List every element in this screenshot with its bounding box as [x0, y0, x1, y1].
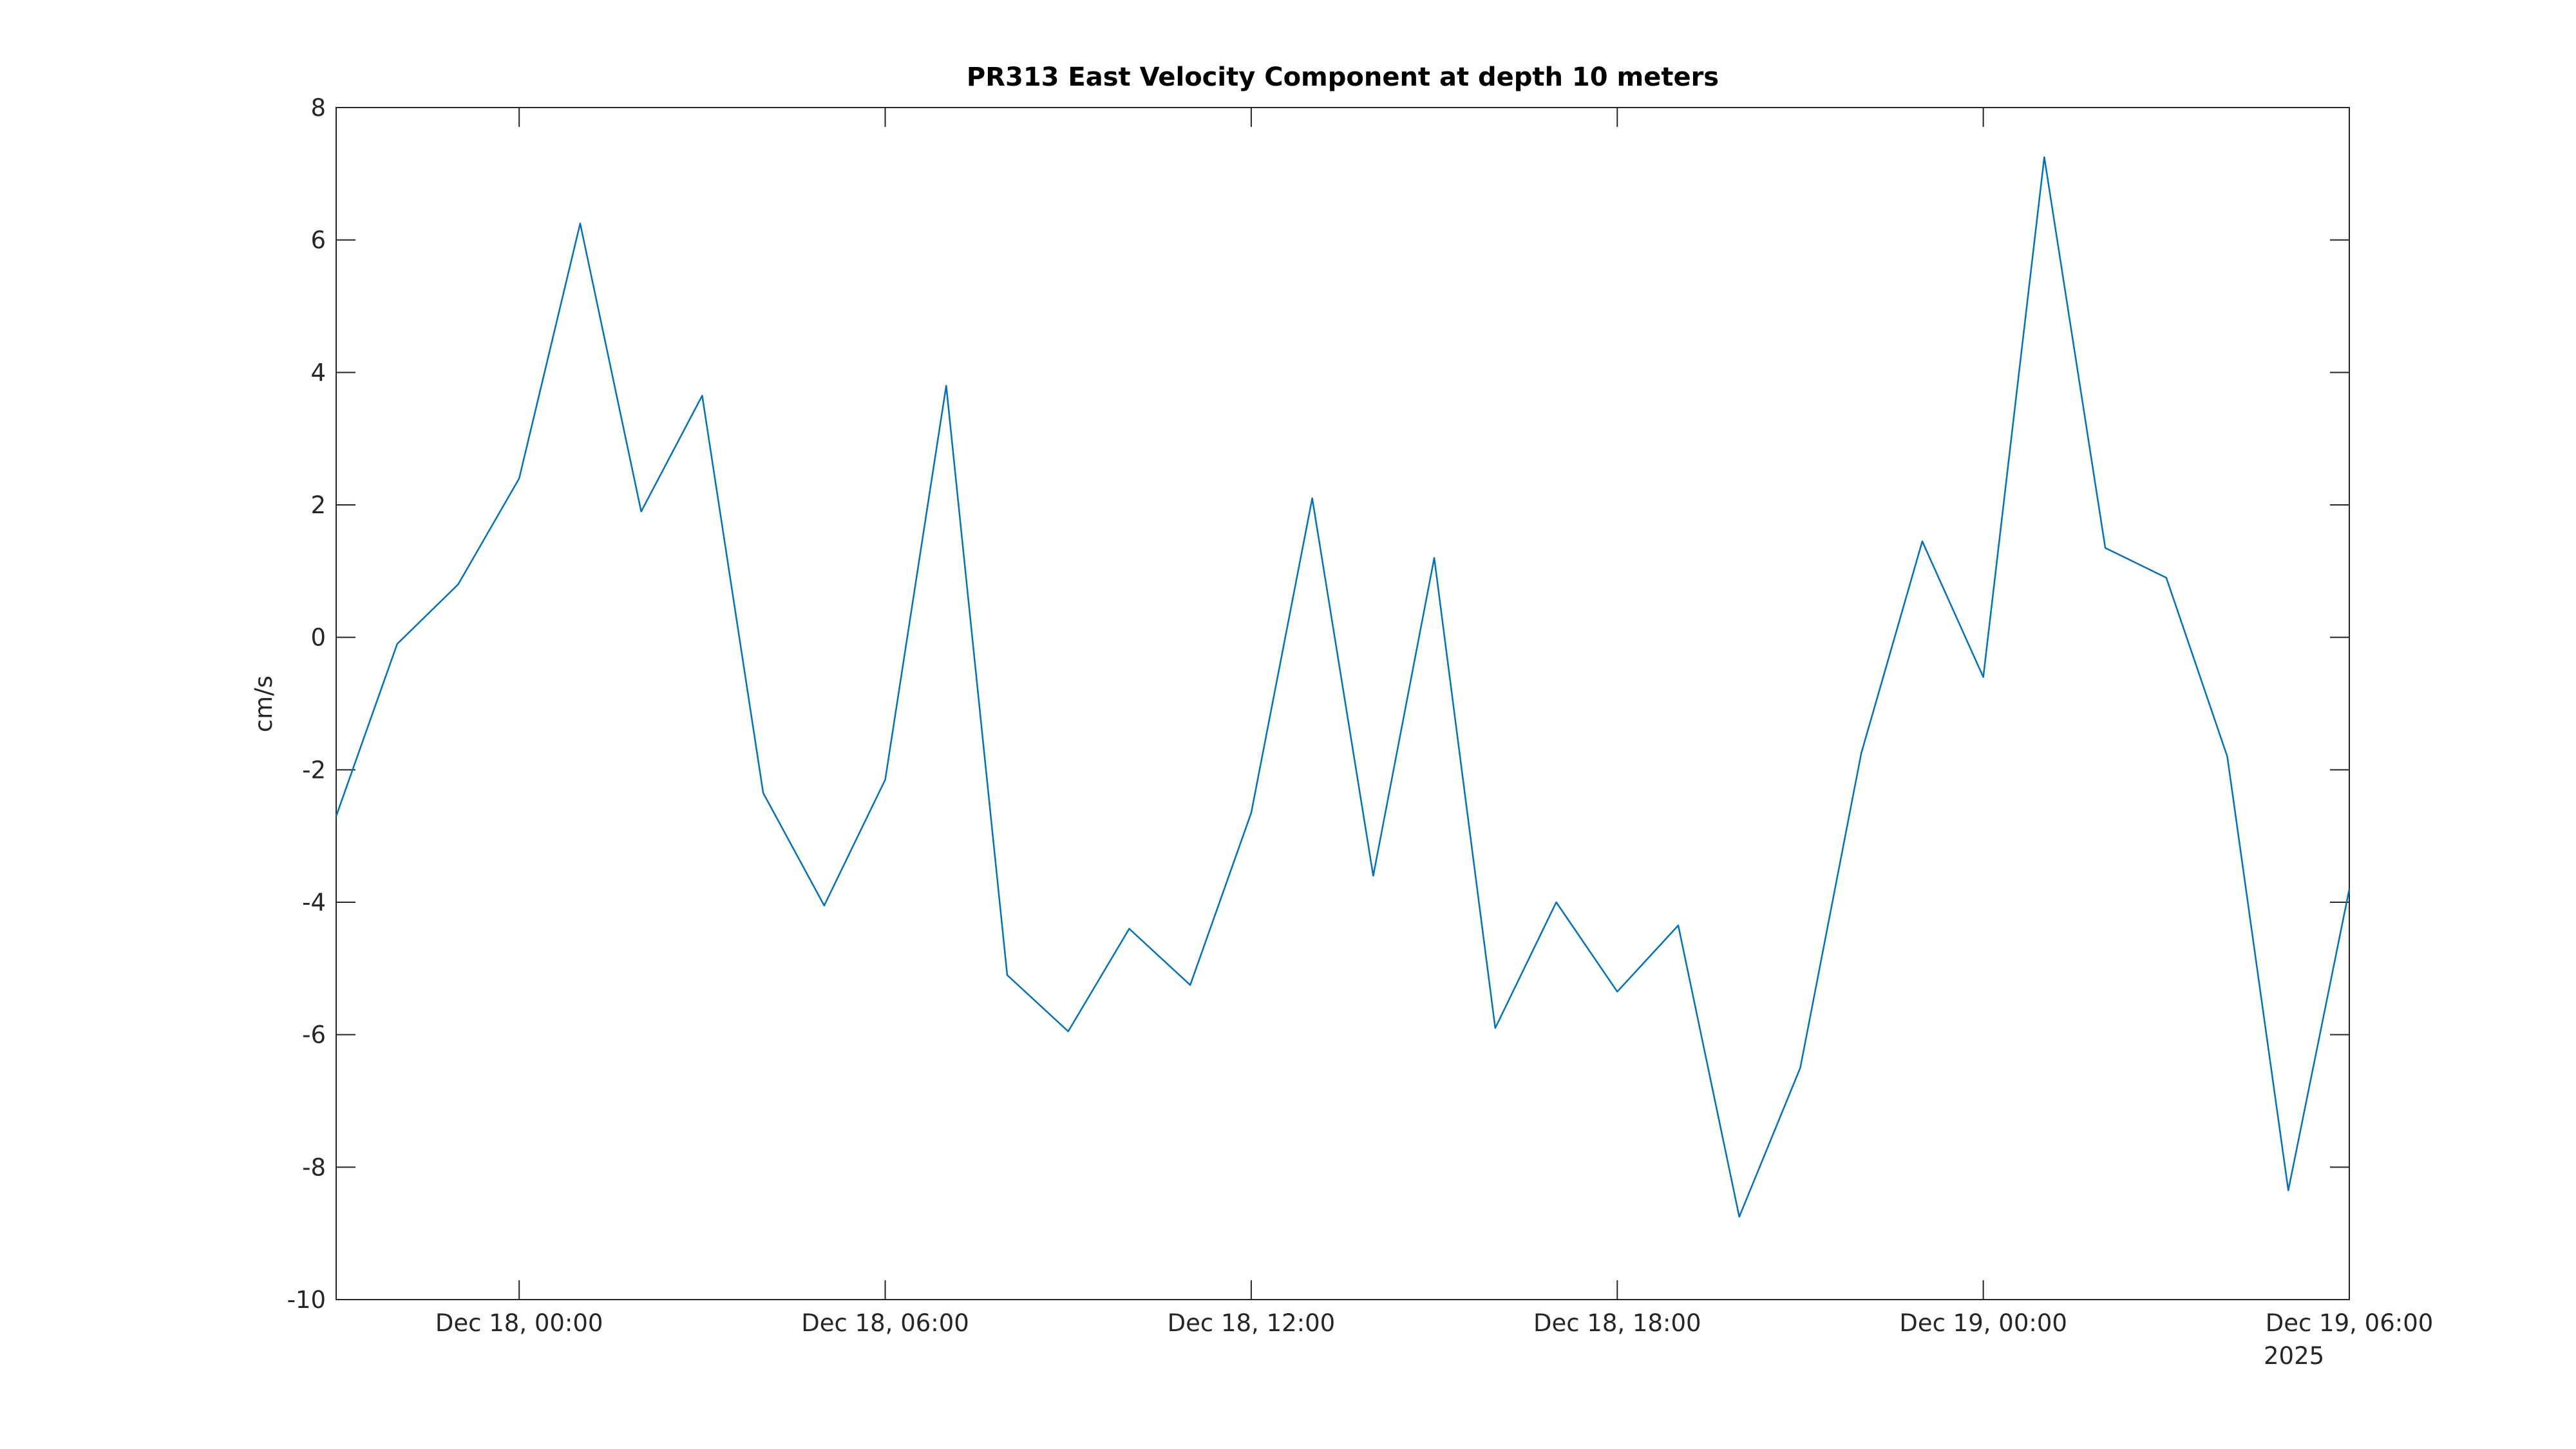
- y-tick-label: 8: [310, 94, 326, 122]
- data-line: [335, 156, 2351, 1218]
- y-tick-label: 2: [310, 491, 326, 519]
- y-tick-label: -4: [302, 889, 326, 916]
- x-tick-label: Dec 18, 12:00: [1168, 1309, 1336, 1337]
- x-year-label: 2025: [2264, 1342, 2324, 1370]
- y-axis-label: cm/s: [250, 676, 278, 732]
- y-tick-label: -6: [302, 1021, 326, 1049]
- y-tick-label: -2: [302, 756, 326, 784]
- plot-area: [336, 107, 2350, 1300]
- x-tick-label: Dec 19, 06:00: [2266, 1309, 2434, 1337]
- chart-title: PR313 East Velocity Component at depth 1…: [967, 62, 1719, 92]
- y-tick-label: 0: [310, 624, 326, 652]
- x-tick-label: Dec 18, 18:00: [1533, 1309, 1701, 1337]
- y-tick-label: -10: [287, 1286, 326, 1314]
- x-tick-label: Dec 18, 00:00: [435, 1309, 603, 1337]
- y-tick-label: -8: [302, 1153, 326, 1181]
- x-tick-label: Dec 19, 00:00: [1899, 1309, 2067, 1337]
- y-tick-label: 4: [310, 359, 326, 386]
- x-tick-label: Dec 18, 06:00: [801, 1309, 969, 1337]
- y-tick-label: 6: [310, 227, 326, 254]
